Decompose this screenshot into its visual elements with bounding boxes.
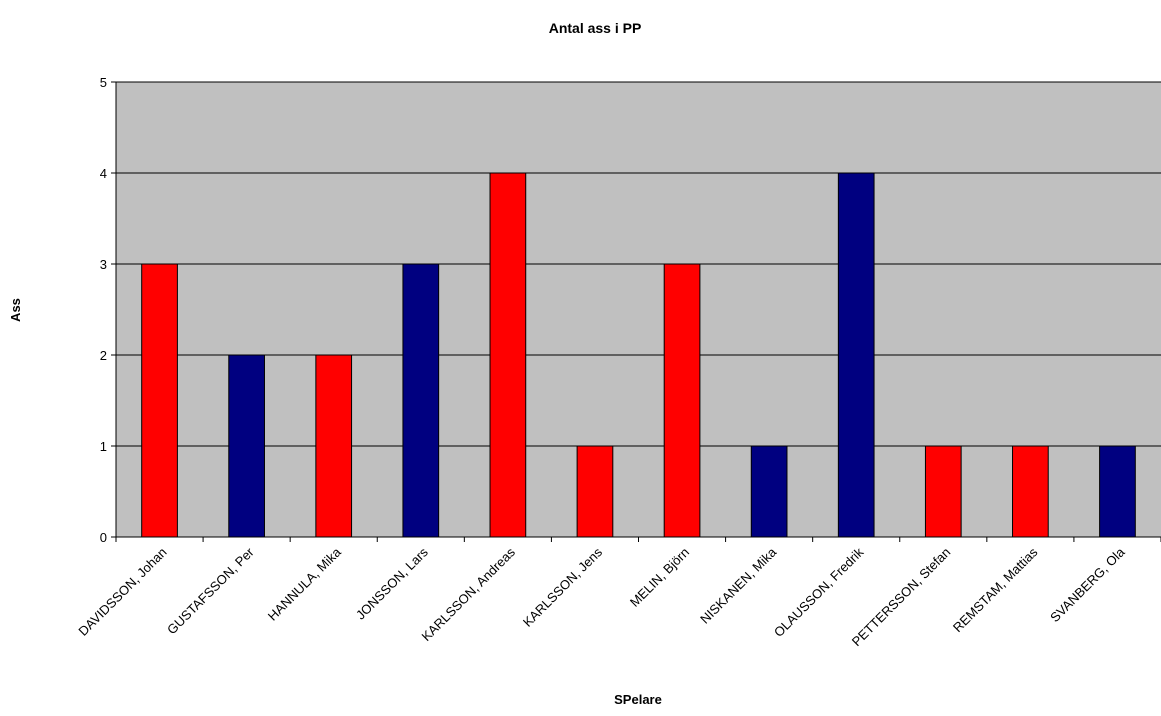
- bar: [141, 263, 178, 538]
- bar: [576, 445, 614, 538]
- x-axis-label: SPelare: [614, 692, 662, 707]
- plot-area: [116, 82, 1161, 537]
- y-tick-label: 4: [100, 166, 107, 181]
- y-tick-label: 1: [100, 439, 107, 454]
- bar: [402, 263, 440, 538]
- bar: [750, 445, 788, 538]
- bar: [837, 172, 875, 538]
- bar: [924, 445, 962, 538]
- y-tick-label: 2: [100, 348, 107, 363]
- grid-lines: [116, 81, 1161, 447]
- bar: [315, 354, 353, 538]
- y-axis-label: Ass: [8, 298, 23, 322]
- bar: [1012, 445, 1049, 538]
- y-tick-label: 3: [100, 257, 107, 272]
- x-tick-label: KARLSSON, Andreas: [418, 544, 518, 644]
- x-tick-label: JONSSON, Lars: [353, 544, 431, 622]
- x-tick-label: REMSTAM, Mattias: [950, 544, 1041, 635]
- y-ticks: 0 1 2 3 4 5: [100, 75, 116, 545]
- x-tick-label: NISKANEN, Mika: [697, 544, 780, 627]
- x-tick-label: DAVIDSSON, Johan: [75, 545, 169, 639]
- bar: [1099, 445, 1136, 538]
- x-tick-label: HANNULA, Mika: [265, 544, 345, 624]
- chart-title: Antal ass i PP: [549, 20, 642, 36]
- bar: [228, 354, 265, 538]
- x-tick-label: KARLSSON, Jens: [520, 544, 606, 630]
- bars: [141, 172, 1136, 538]
- x-tick-label: GUSTAFSSON, Per: [164, 544, 257, 637]
- x-tick-label: MELIN, Björn: [627, 545, 692, 610]
- bar: [489, 172, 527, 538]
- x-tick-label: SVANBERG, Ola: [1047, 544, 1128, 625]
- bar: [663, 263, 701, 538]
- y-tick-label: 0: [100, 530, 107, 545]
- y-tick-label: 5: [100, 75, 107, 90]
- x-tick-label: PETTERSSON, Stefan: [849, 545, 954, 650]
- x-tick-label: OLAUSSON, Fredrik: [771, 544, 867, 640]
